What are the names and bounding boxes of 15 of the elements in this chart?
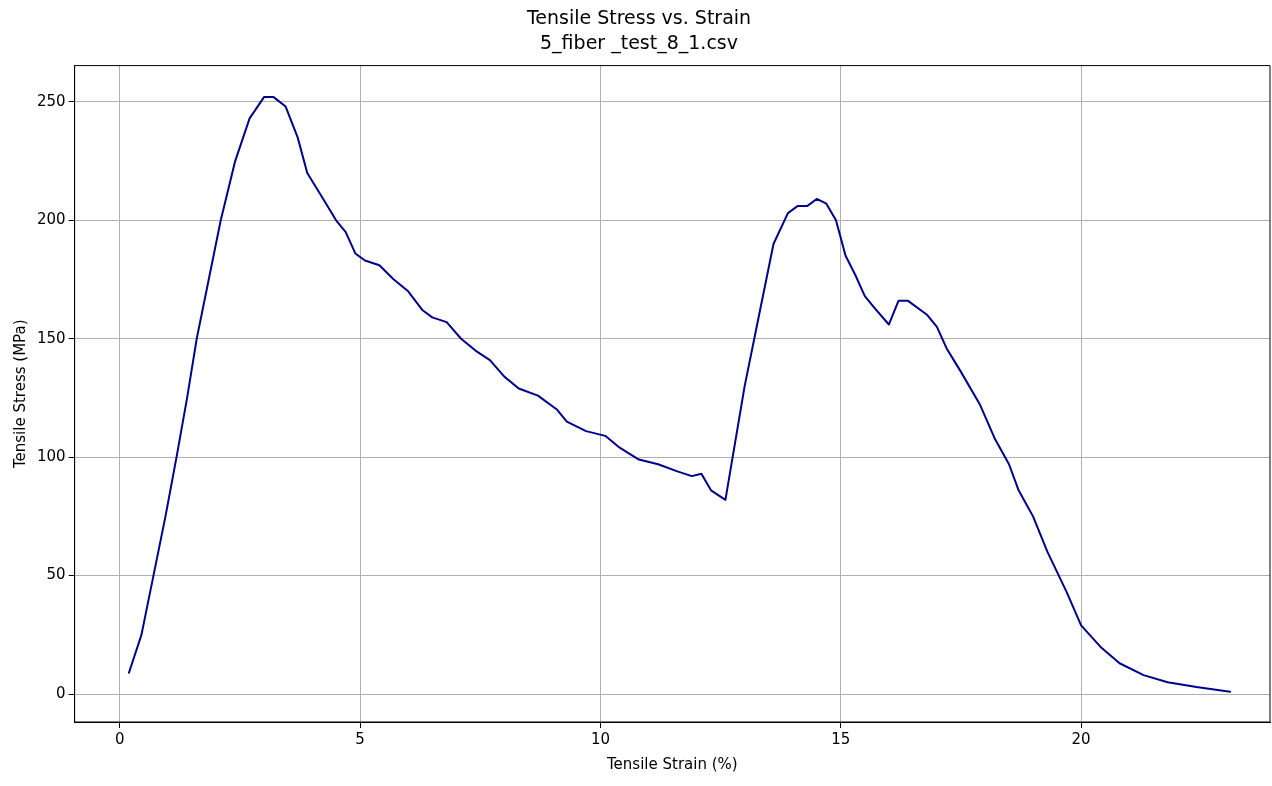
y-tick-label: 100 — [36, 447, 66, 466]
y-tick-label: 50 — [46, 565, 66, 584]
y-tick-label: 0 — [56, 683, 66, 702]
x-tick-label: 10 — [590, 729, 611, 748]
chart-subtitle: 5_fiber _test_8_1.csv — [540, 31, 738, 55]
y-tick-label: 150 — [36, 328, 66, 347]
x-tick-label: 15 — [831, 729, 851, 748]
y-tick-label: 200 — [36, 210, 66, 229]
y-tick-label: 250 — [36, 91, 66, 110]
x-tick-label: 20 — [1071, 729, 1091, 748]
x-tick-label: 5 — [355, 729, 365, 748]
x-axis-title: Tensile Strain (%) — [605, 754, 738, 773]
chart-title: Tensile Stress vs. Strain — [525, 6, 752, 29]
y-axis-title: Tensile Stress (MPa) — [10, 319, 29, 470]
x-tick-label: 0 — [115, 729, 125, 748]
